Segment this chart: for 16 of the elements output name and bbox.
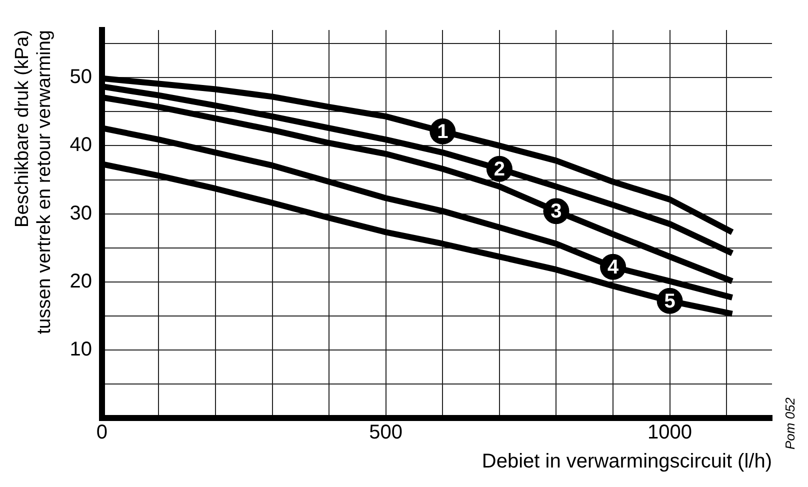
series-label: 4 (607, 256, 620, 278)
series-label: 3 (550, 200, 562, 223)
text: Pom 052 (782, 396, 798, 450)
y-tick-label: 40 (70, 134, 92, 156)
series-label: 2 (494, 158, 505, 180)
series-label: 1 (437, 120, 448, 143)
x-tick-label: 0 (96, 422, 108, 444)
y-axis-title: Beschikbare druk (kPa) tussen vertrek en retour verwarming (12, 30, 56, 334)
y-tick-label: 10 (70, 338, 92, 360)
y-tick-label: 30 (70, 202, 92, 224)
y-tick-label: 20 (70, 270, 92, 292)
x-axis-title: Debiet in verwarmingscircuit (l/h) (482, 450, 772, 473)
y-tick-label: 50 (70, 66, 92, 88)
x-tick-label: 1000 (648, 422, 692, 444)
x-tick-label: 500 (369, 422, 403, 444)
series-label: 5 (664, 290, 676, 312)
